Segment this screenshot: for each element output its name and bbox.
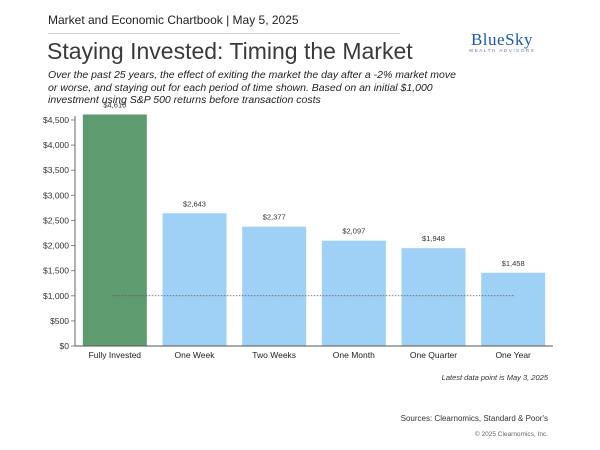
x-tick-label: One Week	[174, 350, 215, 360]
data-label: $4,610	[103, 100, 126, 109]
y-tick-label: $0	[60, 341, 70, 351]
bar	[321, 240, 386, 346]
data-label: $2,097	[342, 227, 365, 236]
logo-name: BlueSky	[470, 30, 534, 49]
copyright-text: © 2025 Clearnomics, Inc.	[474, 431, 548, 438]
bar	[162, 213, 227, 346]
page-title: Staying Invested: Timing the Market	[47, 38, 413, 64]
bluesky-logo: BlueSky WEALTH ADVISORS	[460, 30, 544, 54]
y-tick-label: $3,500	[43, 165, 69, 175]
sources-text: Sources: Clearnomics, Standard & Poor's	[400, 414, 548, 423]
y-tick-label: $1,000	[43, 291, 69, 301]
bar	[242, 226, 307, 346]
data-label: $2,377	[263, 213, 286, 222]
y-tick-label: $2,000	[43, 241, 69, 251]
x-tick-label: One Month	[333, 350, 375, 360]
x-tick-label: One Year	[495, 350, 531, 360]
y-tick-label: $3,000	[43, 190, 69, 200]
kicker-divider	[48, 33, 400, 34]
x-tick-label: One Quarter	[410, 350, 457, 360]
chartbook-kicker: Market and Economic Chartbook | May 5, 2…	[48, 13, 299, 27]
bar	[481, 272, 546, 346]
x-tick-label: Fully Invested	[89, 350, 142, 360]
data-label: $1,458	[502, 259, 525, 268]
x-tick-label: Two Weeks	[252, 350, 296, 360]
y-tick-label: $2,500	[43, 215, 69, 225]
y-tick-label: $4,000	[43, 140, 69, 150]
y-tick-label: $500	[50, 316, 69, 326]
bar	[401, 248, 466, 346]
logo-tagline: WEALTH ADVISORS	[468, 49, 536, 54]
chart-subtitle: Over the past 25 years, the effect of ex…	[48, 69, 456, 106]
latest-data-note: Latest data point is May 3, 2025	[441, 373, 548, 382]
data-label: $1,948	[422, 234, 445, 243]
bar	[82, 114, 147, 346]
data-label: $2,643	[183, 199, 206, 208]
y-tick-label: $4,500	[43, 115, 69, 125]
y-tick-label: $1,500	[43, 266, 69, 276]
